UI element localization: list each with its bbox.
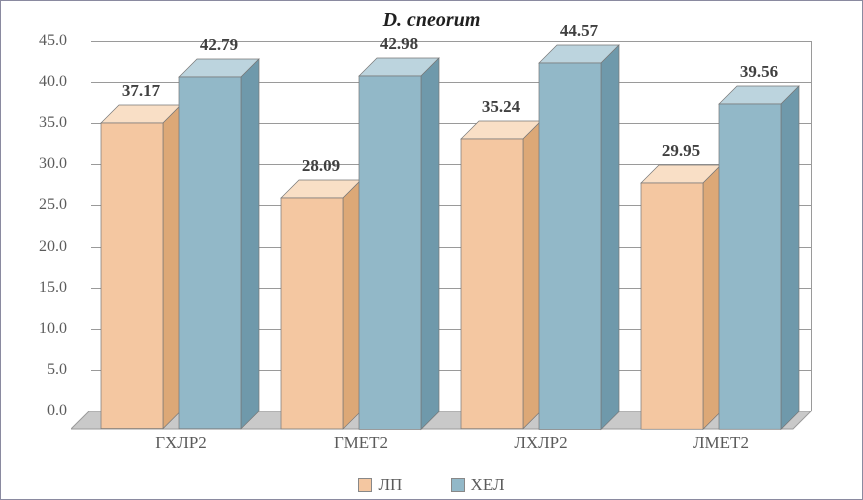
y-tick-label: 10.0 (21, 320, 67, 338)
x-tick-label: ГХЛР2 (91, 433, 271, 453)
y-tick-label: 15.0 (21, 279, 67, 297)
y-tick-label: 0.0 (21, 402, 67, 420)
x-tick-label: ЛХЛР2 (451, 433, 631, 453)
x-tick-label: ГМЕТ2 (271, 433, 451, 453)
legend-swatch-0 (358, 478, 372, 492)
y-tick-label: 20.0 (21, 238, 67, 256)
bar-ХЕЛ-ЛМЕТ2 (719, 86, 799, 429)
bar-ЛП-ГМЕТ2 (281, 180, 361, 429)
x-tick-label: ЛМЕТ2 (631, 433, 811, 453)
legend-item-1: ХЕЛ (451, 475, 505, 495)
y-tick-label: 5.0 (21, 361, 67, 379)
data-label: 44.57 (560, 21, 598, 41)
legend-label-1: ХЕЛ (471, 475, 505, 495)
data-label: 37.17 (122, 81, 160, 101)
bar-ХЕЛ-ГХЛР2 (179, 59, 259, 429)
y-tick-label: 30.0 (21, 155, 67, 173)
chart-bars: 37.1742.7928.0942.9835.2444.5729.9539.56 (71, 41, 811, 429)
data-label: 42.98 (380, 34, 418, 54)
bar-ХЕЛ-ЛХЛР2 (539, 45, 619, 429)
bar-ЛП-ЛХЛР2 (461, 121, 541, 429)
y-tick-label: 25.0 (21, 196, 67, 214)
legend-item-0: ЛП (358, 475, 402, 495)
legend-swatch-1 (451, 478, 465, 492)
plot-area: 0.05.010.015.020.025.030.035.040.045.0 3… (71, 41, 841, 451)
data-label: 29.95 (662, 141, 700, 161)
data-label: 28.09 (302, 156, 340, 176)
chart-title: D. cneorum (11, 9, 852, 32)
y-tick-label: 40.0 (21, 73, 67, 91)
y-tick-label: 45.0 (21, 32, 67, 50)
y-axis-labels: 0.05.010.015.020.025.030.035.040.045.0 (21, 41, 67, 411)
data-label: 35.24 (482, 97, 520, 117)
data-label: 39.56 (740, 62, 778, 82)
bar-ЛП-ЛМЕТ2 (641, 165, 721, 429)
chart-frame: D. cneorum 0.05.010.015.020.025.030.035.… (0, 0, 863, 500)
legend-label-0: ЛП (378, 475, 402, 495)
data-label: 42.79 (200, 35, 238, 55)
y-tick-label: 35.0 (21, 114, 67, 132)
bar-ЛП-ГХЛР2 (101, 105, 181, 429)
x-axis-labels: ГХЛР2ГМЕТ2ЛХЛР2ЛМЕТ2 (91, 433, 811, 453)
legend: ЛП ХЕЛ (1, 475, 862, 497)
bar-ХЕЛ-ГМЕТ2 (359, 58, 439, 429)
